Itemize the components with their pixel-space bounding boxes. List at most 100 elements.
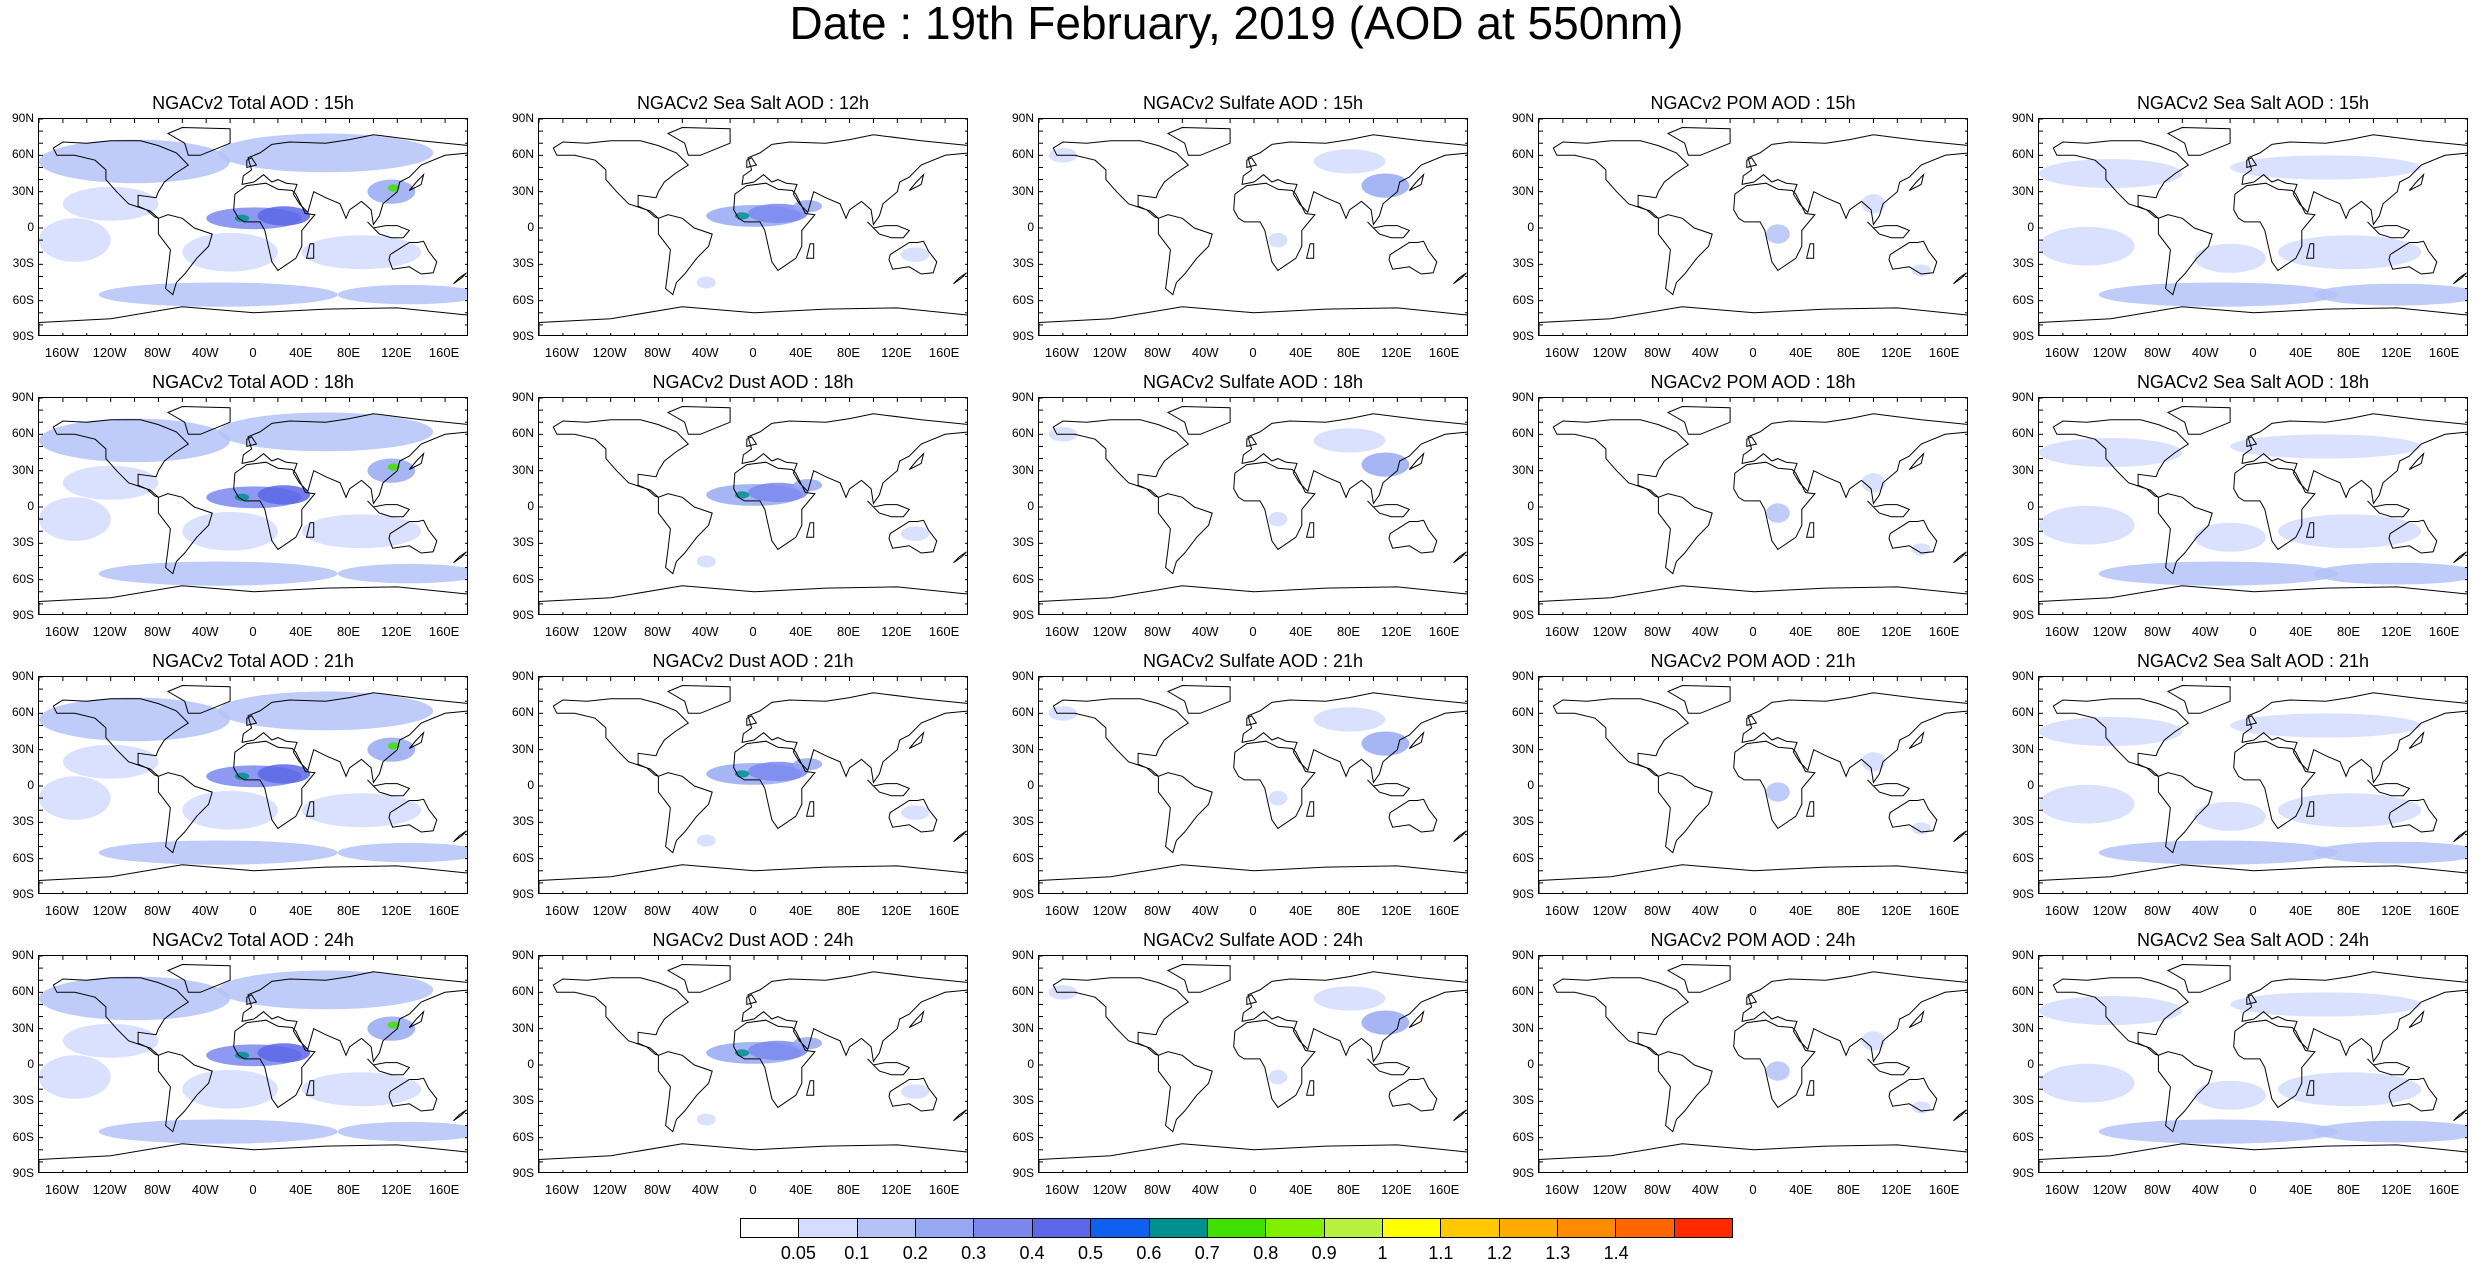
colorbar-swatch bbox=[974, 1219, 1033, 1237]
lat-label: 60S bbox=[1012, 571, 1034, 586]
map-panel: NGACv2 Sulfate AOD : 21h 90N 60N 30N 0 30S 60S… bbox=[1012, 651, 1468, 918]
aerosol-region bbox=[2230, 434, 2422, 459]
coastline-antarctica bbox=[539, 585, 967, 614]
lon-label: 40E bbox=[2289, 1182, 2313, 1197]
coastline-greenland bbox=[166, 963, 231, 993]
coastline-madagascar bbox=[805, 243, 815, 259]
map-frame bbox=[38, 676, 468, 894]
lon-label: 80W bbox=[1644, 345, 1671, 360]
lon-label: 0 bbox=[749, 624, 757, 639]
coastline-namerica bbox=[552, 419, 690, 498]
aerosol-region bbox=[2277, 514, 2422, 549]
lon-label: 0 bbox=[1249, 903, 1257, 918]
lat-label: 30S bbox=[1012, 814, 1034, 829]
coastline-australia bbox=[1388, 240, 1438, 275]
lon-label: 120E bbox=[1881, 1182, 1912, 1197]
aerosol-region bbox=[39, 418, 231, 463]
coastline-samerica bbox=[1657, 493, 1713, 575]
aerosol-region bbox=[62, 465, 159, 500]
lon-label: 40W bbox=[691, 903, 719, 918]
aerosol-region bbox=[387, 742, 400, 750]
lon-label: 120W bbox=[1092, 345, 1127, 360]
world-map bbox=[2039, 398, 2467, 614]
lon-label: 80E bbox=[1836, 1182, 1861, 1197]
coastline-indonesia bbox=[2367, 221, 2411, 239]
lon-label: 80W bbox=[644, 624, 671, 639]
panel-title: NGACv2 Total AOD : 18h bbox=[152, 372, 354, 392]
lat-label: 30S bbox=[12, 1093, 34, 1108]
lon-label: 160E bbox=[928, 903, 960, 918]
lon-label: 160E bbox=[2428, 903, 2460, 918]
aerosol-region bbox=[98, 1119, 338, 1144]
aerosol-region bbox=[39, 1055, 111, 1099]
coastline-japan bbox=[2408, 1010, 2425, 1028]
lon-label: 80W bbox=[1144, 903, 1171, 918]
coastline-japan bbox=[1908, 1010, 1925, 1028]
aerosol-region bbox=[182, 790, 278, 830]
coastline-australia bbox=[1388, 519, 1438, 554]
aerosol-region bbox=[257, 764, 311, 784]
lat-label: 0 bbox=[527, 499, 534, 513]
lon-label: 120E bbox=[1381, 624, 1412, 639]
lon-label: 40E bbox=[789, 1182, 813, 1197]
lon-label: 160W bbox=[1044, 1182, 1079, 1197]
aerosol-region bbox=[1861, 752, 1886, 772]
coastline-eurasia bbox=[1741, 413, 1967, 505]
lon-label: 160E bbox=[2428, 345, 2460, 360]
lon-label: 120W bbox=[1092, 903, 1127, 918]
aerosol-region bbox=[337, 563, 467, 584]
lat-label: 90N bbox=[1511, 111, 1534, 125]
aerosol-region bbox=[2039, 1063, 2135, 1103]
lat-label: 30N bbox=[2011, 183, 2034, 198]
lat-label: 30S bbox=[512, 814, 534, 829]
lat-label: 90N bbox=[2011, 948, 2034, 962]
lat-label: 90N bbox=[1011, 669, 1034, 683]
coastline-japan bbox=[2408, 731, 2425, 749]
lat-label: 90N bbox=[511, 390, 534, 404]
aerosol-region bbox=[337, 284, 467, 305]
lon-label: 0 bbox=[1249, 1182, 1257, 1197]
coastline-greenland bbox=[666, 684, 731, 714]
coastline-antarctica bbox=[1539, 1143, 1967, 1172]
colorbar-label: 0.05 bbox=[780, 1243, 816, 1263]
lat-label: 60S bbox=[1512, 571, 1534, 586]
aerosol-region bbox=[748, 761, 808, 782]
coastline-madagascar bbox=[1805, 243, 1815, 259]
coastline-samerica bbox=[657, 772, 713, 854]
aerosol-region bbox=[1361, 1010, 1410, 1035]
lon-label: 0 bbox=[1249, 624, 1257, 639]
lon-label: 80W bbox=[2144, 1182, 2171, 1197]
aerosol-region bbox=[337, 842, 467, 863]
world-map bbox=[539, 398, 967, 614]
lon-label: 160W bbox=[544, 903, 579, 918]
aerosol-region bbox=[2098, 840, 2338, 865]
coastline-madagascar bbox=[1805, 801, 1815, 817]
lon-label: 40W bbox=[1691, 903, 1719, 918]
coastline-madagascar bbox=[805, 522, 815, 538]
lat-label: 60N bbox=[11, 984, 34, 999]
colorbar-swatch bbox=[1382, 1219, 1442, 1237]
aerosol-region bbox=[1268, 1069, 1288, 1085]
map-frame bbox=[2038, 676, 2468, 894]
lon-label: 80E bbox=[336, 1182, 361, 1197]
lon-label: 0 bbox=[749, 345, 757, 360]
coastline-samerica bbox=[2157, 493, 2213, 575]
lon-label: 80W bbox=[1644, 624, 1671, 639]
lat-label: 0 bbox=[527, 778, 534, 792]
panel-title: NGACv2 POM AOD : 21h bbox=[1650, 651, 1856, 671]
coastline-namerica bbox=[2052, 140, 2190, 219]
coastline-madagascar bbox=[1305, 1080, 1315, 1096]
lat-label: 60N bbox=[511, 147, 534, 162]
lon-label: 40W bbox=[1691, 345, 1719, 360]
panel-title: NGACv2 Sulfate AOD : 18h bbox=[1142, 372, 1364, 392]
aerosol-region bbox=[900, 526, 930, 541]
colorbar-swatch bbox=[1616, 1219, 1675, 1237]
aerosol-region bbox=[39, 497, 111, 541]
lat-label: 30N bbox=[2011, 741, 2034, 756]
lon-label: 0 bbox=[249, 624, 257, 639]
coastline-madagascar bbox=[305, 801, 315, 817]
coastline-australia bbox=[888, 519, 938, 554]
coastline-uk bbox=[246, 715, 258, 727]
lon-label: 160W bbox=[44, 903, 79, 918]
lon-label: 80W bbox=[1144, 345, 1171, 360]
